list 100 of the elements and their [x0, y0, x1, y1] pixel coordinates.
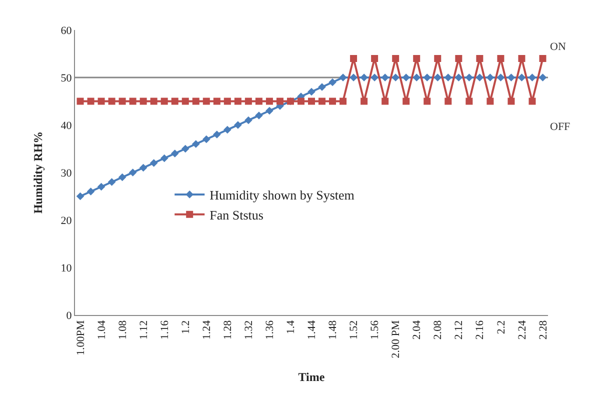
point — [402, 74, 410, 82]
point — [213, 98, 220, 105]
text: ON — [550, 41, 566, 53]
x-tick-label: 1.48 — [327, 320, 340, 340]
point — [255, 112, 263, 120]
point — [318, 98, 326, 105]
point — [86, 188, 95, 196]
point — [508, 98, 515, 105]
y-tick-label: 0 — [66, 310, 72, 322]
point — [413, 55, 420, 62]
point — [528, 98, 536, 105]
point — [139, 164, 148, 172]
point — [539, 55, 546, 62]
point — [266, 98, 273, 105]
point — [402, 98, 410, 105]
x-tick-label: 1.56 — [369, 320, 382, 340]
x-tick-label: 2.16 — [474, 320, 486, 340]
point — [350, 74, 358, 82]
point — [224, 126, 232, 134]
point — [224, 98, 231, 105]
point — [476, 55, 484, 62]
x-tick-label: 2.08 — [432, 320, 444, 340]
x-tick-label: 1.00PM — [74, 320, 87, 356]
point — [128, 168, 137, 176]
point — [150, 159, 158, 167]
point — [192, 98, 200, 105]
point — [76, 192, 84, 200]
y-tick-label: 20 — [60, 214, 72, 227]
y-axis-title: Humidity RH% — [31, 131, 46, 214]
point — [444, 98, 452, 105]
point — [97, 182, 106, 191]
point — [108, 98, 116, 105]
x-tick-label: 1.08 — [116, 320, 129, 340]
point — [424, 98, 431, 105]
x-tick-label: 2.00 PM — [390, 320, 402, 358]
point — [382, 98, 389, 105]
point — [466, 98, 473, 105]
y-tick-label: 10 — [60, 262, 72, 274]
x-tick-label: 2.04 — [411, 320, 424, 340]
point — [297, 98, 304, 105]
legend-label: Fan Ststus — [210, 207, 264, 222]
x-tick-label: 1.2 — [180, 320, 192, 334]
point — [434, 55, 442, 62]
point — [170, 150, 179, 158]
y-tick-label: 30 — [60, 167, 72, 180]
point — [308, 98, 315, 105]
point — [455, 55, 462, 62]
x-tick-label: 1.24 — [200, 320, 213, 340]
x-tick-label: 1.44 — [306, 320, 318, 340]
x-tick-label: 2.12 — [453, 320, 466, 340]
point — [318, 83, 326, 91]
point — [381, 74, 389, 82]
x-tick-label: 1.04 — [96, 320, 108, 340]
point — [538, 74, 547, 82]
point — [234, 98, 242, 105]
point — [171, 98, 178, 105]
point — [140, 98, 147, 105]
x-tick-label: 2.28 — [537, 320, 550, 340]
point — [160, 154, 168, 162]
point — [392, 74, 400, 82]
point — [182, 98, 189, 105]
point — [160, 98, 168, 105]
x-tick-label: 1.32 — [243, 320, 256, 340]
point — [497, 55, 504, 62]
point — [329, 98, 336, 105]
point — [328, 78, 336, 86]
x-tick-label: 2.2 — [495, 320, 508, 334]
point — [234, 121, 242, 129]
x-tick-label: 1.36 — [264, 320, 276, 340]
point — [392, 55, 400, 62]
point — [244, 98, 252, 105]
point — [255, 98, 262, 105]
point — [202, 135, 210, 144]
point — [181, 144, 190, 153]
point — [244, 116, 252, 124]
point — [118, 98, 126, 105]
point — [98, 98, 105, 105]
legend-label: Humidity shown by System — [210, 188, 354, 203]
point — [370, 74, 378, 82]
y-tick-label: 40 — [60, 120, 72, 132]
point — [308, 88, 316, 96]
point — [371, 55, 378, 62]
x-tick-label: 1.52 — [348, 320, 360, 340]
x-axis-title: Time — [298, 370, 326, 384]
point — [87, 98, 94, 105]
point — [202, 98, 210, 105]
point — [360, 74, 368, 82]
point — [118, 173, 126, 182]
point — [340, 98, 347, 105]
point — [213, 130, 221, 138]
point — [350, 55, 358, 62]
point — [486, 98, 494, 105]
x-tick-label: 1.28 — [222, 320, 234, 340]
point — [192, 140, 200, 148]
point — [150, 98, 158, 105]
x-tick-label: 1.16 — [158, 320, 171, 340]
x-tick-label: 2.24 — [516, 320, 528, 340]
point — [129, 98, 136, 105]
point — [360, 98, 368, 105]
y-tick-label: 60 — [60, 24, 72, 37]
